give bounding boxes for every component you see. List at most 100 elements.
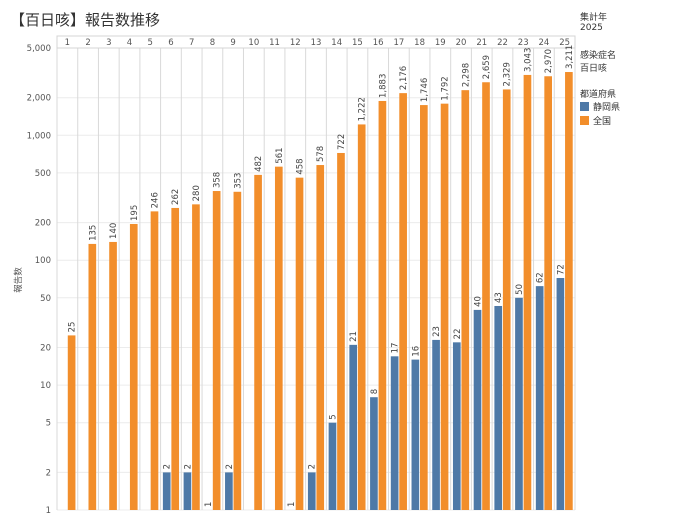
value-label-national-7: 280 [192, 185, 202, 201]
value-label-shizuoka-18: 16 [411, 346, 421, 357]
bar-shizuoka-19 [432, 339, 440, 510]
value-label-national-15: 1,222 [358, 97, 368, 121]
value-label-national-13: 578 [316, 146, 326, 162]
disease-label: 感染症名 [580, 51, 617, 61]
bar-national-1 [67, 335, 76, 510]
y-tick-label-10: 10 [40, 381, 51, 391]
value-label-shizuoka-23: 50 [515, 284, 525, 295]
value-label-shizuoka-7: 2 [183, 464, 193, 469]
value-label-national-22: 2,329 [503, 62, 513, 86]
value-label-shizuoka-12: 1 [287, 502, 297, 507]
bar-national-4 [129, 223, 138, 510]
column-label-25: 25 [559, 38, 570, 48]
column-label-12: 12 [290, 38, 301, 48]
value-label-national-24: 2,970 [544, 49, 554, 73]
bar-national-10 [254, 174, 262, 510]
column-label-2: 2 [85, 38, 90, 48]
value-label-national-4: 195 [130, 205, 140, 221]
chart-title: 【百日咳】報告数推移 [10, 11, 161, 29]
header-band [56, 35, 576, 49]
column-label-19: 19 [435, 38, 446, 48]
column-label-15: 15 [352, 38, 363, 48]
value-label-national-14: 722 [337, 134, 347, 150]
bar-national-6 [171, 207, 180, 510]
bar-national-16 [378, 100, 387, 510]
column-label-7: 7 [189, 38, 194, 48]
y-tick-label-5000: 5,000 [27, 44, 51, 54]
value-label-shizuoka-8: 1 [204, 502, 214, 507]
value-label-national-18: 1,746 [420, 78, 430, 102]
bar-national-19 [440, 103, 449, 510]
legend-item-national[interactable]: 全国 [580, 114, 611, 127]
column-header-row: 1 2 3 4 5 6 7 8 9 10 11 12 13 14 15 16 17 18 19 20 21 22 23 24 2… [56, 35, 576, 49]
value-label-national-9: 353 [233, 173, 243, 189]
column-label-9: 9 [230, 38, 235, 48]
bar-shizuoka-6 [162, 472, 171, 510]
column-label-20: 20 [456, 38, 467, 48]
column-label-17: 17 [393, 38, 404, 48]
bar-shizuoka-15 [349, 344, 358, 510]
value-label-shizuoka-19: 23 [432, 326, 442, 337]
value-label-national-12: 458 [296, 158, 306, 174]
bar-national-25 [565, 72, 573, 510]
y-tick-label-2000: 2,000 [27, 94, 51, 104]
value-label-national-8: 358 [213, 172, 223, 188]
column-label-4: 4 [127, 38, 132, 48]
legend-item-shizuoka[interactable]: 静岡県 [580, 100, 620, 113]
y-axis-title: 報告数 [13, 267, 24, 293]
bar-shizuoka-13 [307, 472, 316, 510]
bar-national-23 [523, 74, 532, 510]
value-label-shizuoka-6: 2 [163, 464, 173, 469]
bar-national-14 [337, 152, 345, 510]
value-label-national-25: 3,211 [565, 45, 575, 69]
bar-national-22 [502, 89, 511, 510]
value-label-national-20: 2,298 [461, 63, 471, 87]
y-tick-label-20: 20 [40, 344, 51, 354]
value-label-shizuoka-20: 22 [453, 329, 463, 340]
y-tick-label-100: 100 [35, 256, 51, 266]
bar-national-13 [316, 165, 325, 510]
value-label-national-5: 246 [150, 192, 160, 208]
value-label-national-2: 135 [88, 225, 98, 241]
value-label-shizuoka-9: 2 [225, 464, 235, 469]
bar-shizuoka-23 [515, 297, 523, 510]
bar-shizuoka-16 [370, 397, 378, 510]
legend-label-national: 全国 [593, 117, 612, 127]
value-label-shizuoka-14: 5 [328, 414, 338, 419]
y-axis: 1 2 5 10 20 50 100 200 500 1,000 2,000 5,000 報告数 [13, 44, 51, 516]
bar-national-11 [274, 166, 283, 510]
bar-shizuoka-7 [183, 472, 192, 510]
column-label-13: 13 [311, 38, 322, 48]
bar-national-15 [357, 124, 366, 510]
column-label-14: 14 [331, 38, 342, 48]
legend-swatch-national [580, 116, 589, 125]
column-label-10: 10 [248, 38, 259, 48]
column-label-11: 11 [269, 38, 280, 48]
year-value: 2025 [580, 23, 603, 33]
y-tick-label-500: 500 [35, 169, 51, 179]
bar-national-7 [192, 204, 200, 510]
bar-national-8 [212, 191, 221, 511]
column-label-5: 5 [148, 38, 153, 48]
bar-shizuoka-17 [390, 356, 399, 510]
value-label-shizuoka-16: 8 [370, 389, 380, 394]
bar-shizuoka-22 [494, 305, 503, 510]
y-tick-label-200: 200 [35, 219, 51, 229]
legend-title: 都道府県 [580, 90, 617, 100]
column-label-1: 1 [65, 38, 70, 48]
column-label-22: 22 [497, 38, 508, 48]
column-label-8: 8 [210, 38, 215, 48]
bar-shizuoka-9 [225, 472, 233, 510]
bar-national-9 [233, 191, 242, 510]
y-tick-label-1000: 1,000 [27, 131, 51, 141]
value-label-national-19: 1,792 [441, 76, 451, 100]
bar-national-5 [150, 211, 159, 510]
value-label-shizuoka-25: 72 [556, 264, 566, 275]
bar-national-17 [399, 93, 407, 510]
y-tick-label-1: 1 [46, 506, 51, 516]
y-tick-label-5: 5 [46, 419, 51, 429]
year-label: 集計年 [580, 13, 608, 23]
legend-swatch-shizuoka [580, 102, 589, 111]
bar-national-24 [544, 76, 553, 510]
